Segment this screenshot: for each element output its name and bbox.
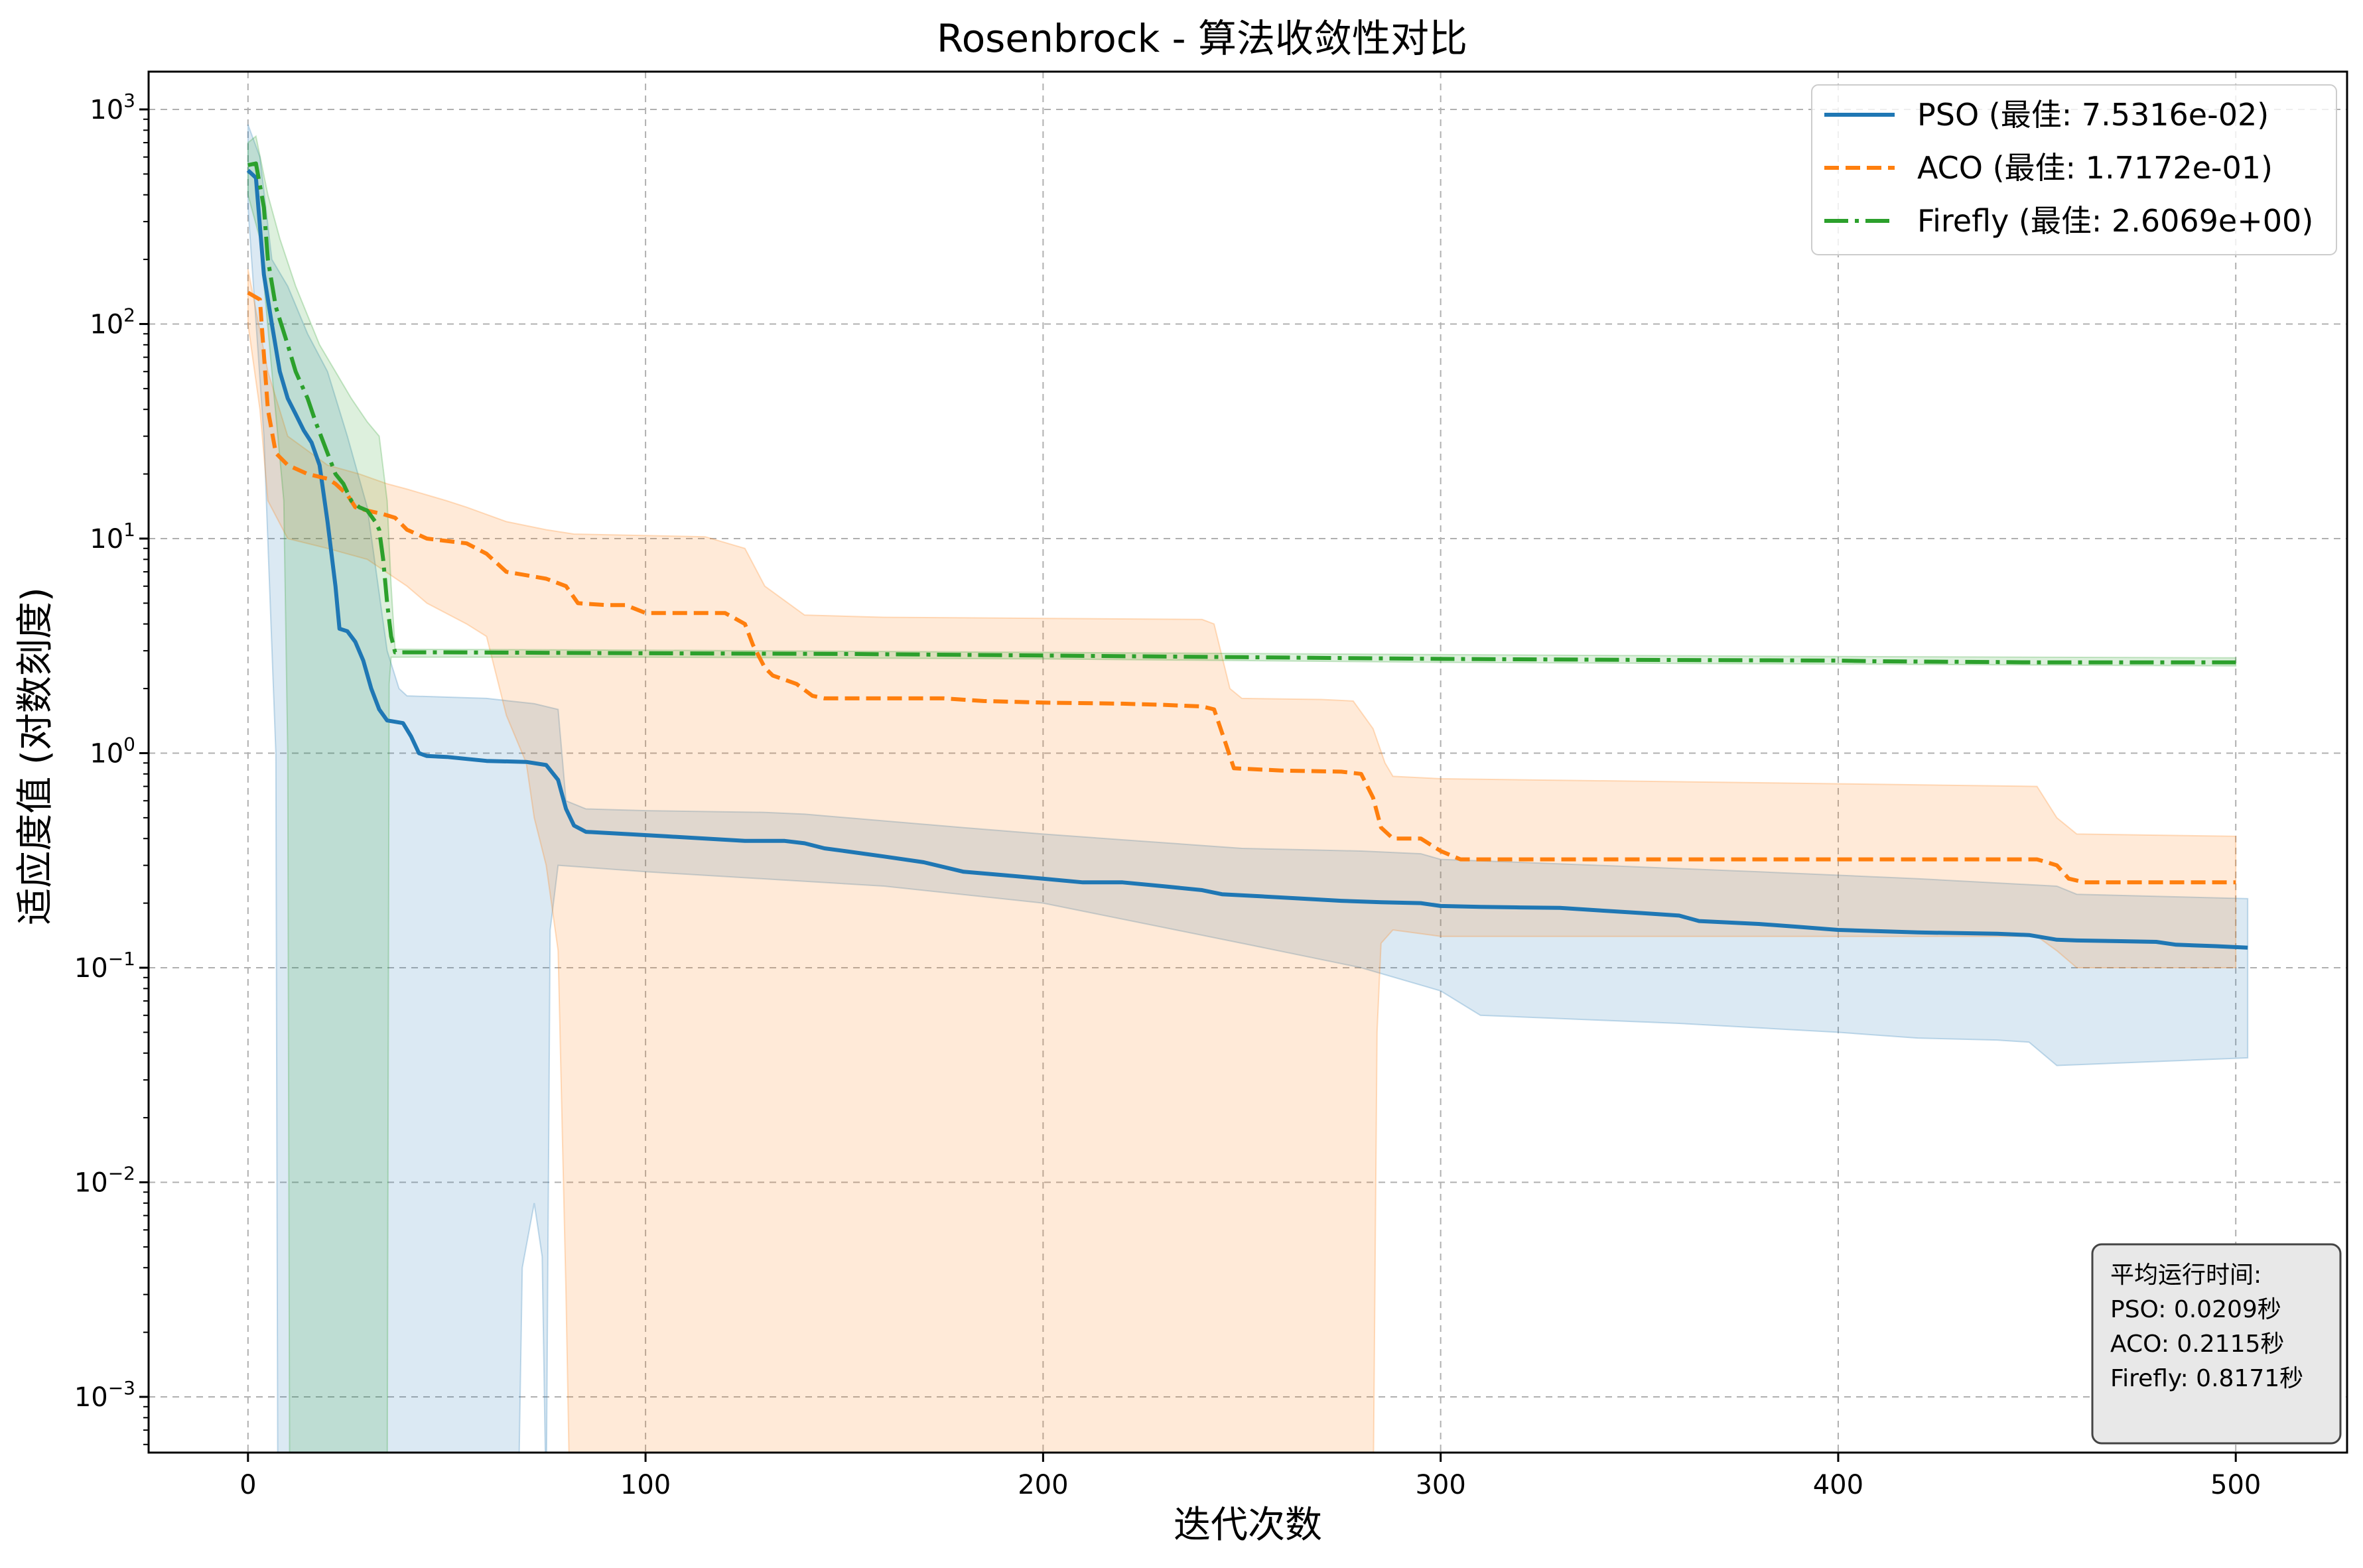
line-firefly bbox=[247, 161, 2236, 665]
legend-box bbox=[1811, 84, 2337, 255]
band-pso bbox=[247, 124, 2249, 1453]
runtime-annotation-firefly: Firefly: 0.8171秒 bbox=[2110, 1365, 2303, 1392]
y-tick-label: 101 bbox=[90, 519, 135, 555]
x-axis-label: 迭代次数 bbox=[1174, 1504, 1322, 1547]
legend-label-aco: ACO (最佳: 1.7172e-01) bbox=[1917, 150, 2273, 186]
y-tick-label: 100 bbox=[90, 733, 135, 769]
series-lines bbox=[246, 161, 2248, 950]
legend-label-firefly: Firefly (最佳: 2.6069e+00) bbox=[1917, 203, 2313, 239]
y-tick-label: 102 bbox=[90, 304, 135, 340]
runtime-annotation-aco: ACO: 0.2115秒 bbox=[2110, 1331, 2284, 1358]
y-tick-label: 10−2 bbox=[74, 1162, 135, 1198]
band-firefly bbox=[247, 135, 2237, 1453]
chart-title: Rosenbrock - 算法收敛性对比 bbox=[937, 16, 1467, 61]
axis-ticks: 0 100 200 300 400 500 10−3 10−2 10−1 100 101 102 103 bbox=[74, 90, 2262, 1500]
x-tick-label: 300 bbox=[1415, 1470, 1465, 1500]
confidence-bands bbox=[247, 124, 2249, 1453]
x-tick-label: 500 bbox=[2210, 1470, 2261, 1500]
y-tick-label: 103 bbox=[90, 90, 135, 125]
legend: PSO (最佳: 7.5316e-02) ACO (最佳: 1.7172e-01… bbox=[1811, 84, 2337, 255]
x-tick-label: 0 bbox=[239, 1470, 256, 1500]
runtime-annotation-pso: PSO: 0.0209秒 bbox=[2110, 1296, 2281, 1323]
runtime-annotation: 平均运行时间: PSO: 0.0209秒 ACO: 0.2115秒 Firefl… bbox=[2091, 1243, 2342, 1445]
line-pso bbox=[246, 168, 2248, 950]
plot-frame bbox=[147, 70, 2348, 1454]
y-axis-label: 适应度值 (对数刻度) bbox=[14, 587, 57, 925]
legend-label-pso: PSO (最佳: 7.5316e-02) bbox=[1917, 97, 2269, 133]
y-tick-label: 10−3 bbox=[74, 1377, 135, 1413]
x-tick-label: 200 bbox=[1018, 1470, 1068, 1500]
y-tick-label: 10−1 bbox=[74, 948, 135, 984]
x-tick-label: 100 bbox=[620, 1470, 671, 1500]
runtime-annotation-box bbox=[2091, 1243, 2342, 1445]
band-aco bbox=[247, 269, 2237, 1453]
x-tick-label: 400 bbox=[1813, 1470, 1863, 1500]
runtime-annotation-heading: 平均运行时间: bbox=[2110, 1262, 2262, 1289]
